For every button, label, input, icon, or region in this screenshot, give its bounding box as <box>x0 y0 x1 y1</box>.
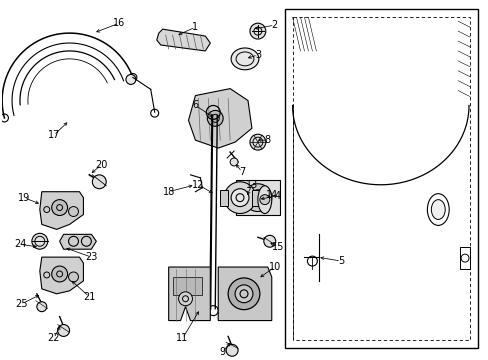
Text: 24: 24 <box>14 239 26 249</box>
Circle shape <box>68 207 78 216</box>
Ellipse shape <box>231 48 258 70</box>
Text: 5: 5 <box>337 256 344 266</box>
Text: 6: 6 <box>192 100 198 111</box>
Ellipse shape <box>257 186 271 213</box>
Circle shape <box>264 235 275 247</box>
Text: 19: 19 <box>18 193 30 203</box>
Text: 11: 11 <box>176 333 188 343</box>
Circle shape <box>235 285 252 303</box>
Text: 2: 2 <box>271 20 277 30</box>
Circle shape <box>231 189 248 207</box>
Circle shape <box>52 200 67 216</box>
Circle shape <box>126 75 136 84</box>
Bar <box>220 190 228 206</box>
Polygon shape <box>40 192 83 229</box>
Circle shape <box>225 345 238 356</box>
Circle shape <box>244 184 271 212</box>
Text: 22: 22 <box>47 333 60 343</box>
Text: 23: 23 <box>85 252 97 262</box>
Bar <box>292 17 469 341</box>
Text: 21: 21 <box>83 292 95 302</box>
Bar <box>459 247 469 269</box>
Polygon shape <box>157 29 210 51</box>
Circle shape <box>259 195 269 204</box>
Circle shape <box>228 278 259 310</box>
Circle shape <box>178 292 192 306</box>
Circle shape <box>249 134 265 150</box>
Polygon shape <box>188 89 251 148</box>
Circle shape <box>32 233 48 249</box>
Circle shape <box>249 23 265 39</box>
Circle shape <box>52 266 67 282</box>
Text: 16: 16 <box>113 18 125 28</box>
Text: 10: 10 <box>268 262 280 272</box>
Text: 3: 3 <box>254 50 261 60</box>
Polygon shape <box>218 267 271 320</box>
Ellipse shape <box>430 200 444 220</box>
Circle shape <box>92 175 106 189</box>
Text: 17: 17 <box>47 130 60 140</box>
Text: 18: 18 <box>162 187 174 197</box>
Circle shape <box>207 111 223 126</box>
Bar <box>251 190 259 206</box>
Text: 4: 4 <box>274 191 280 201</box>
Text: 14: 14 <box>265 190 277 200</box>
Bar <box>172 277 202 295</box>
Circle shape <box>68 272 78 282</box>
Text: 13: 13 <box>245 180 258 190</box>
Bar <box>236 180 279 216</box>
Circle shape <box>37 302 47 312</box>
Text: 7: 7 <box>239 167 244 177</box>
Text: 15: 15 <box>271 242 284 252</box>
Text: 9: 9 <box>219 347 225 357</box>
Text: 25: 25 <box>16 299 28 309</box>
Bar <box>284 9 477 348</box>
Polygon shape <box>40 257 83 294</box>
Text: 1: 1 <box>192 22 198 32</box>
Circle shape <box>58 324 69 337</box>
Circle shape <box>230 158 238 166</box>
Text: 8: 8 <box>264 135 270 145</box>
Polygon shape <box>168 267 210 320</box>
Text: 12: 12 <box>192 180 204 190</box>
Text: 20: 20 <box>95 160 107 170</box>
Polygon shape <box>60 234 96 249</box>
Circle shape <box>224 182 255 213</box>
